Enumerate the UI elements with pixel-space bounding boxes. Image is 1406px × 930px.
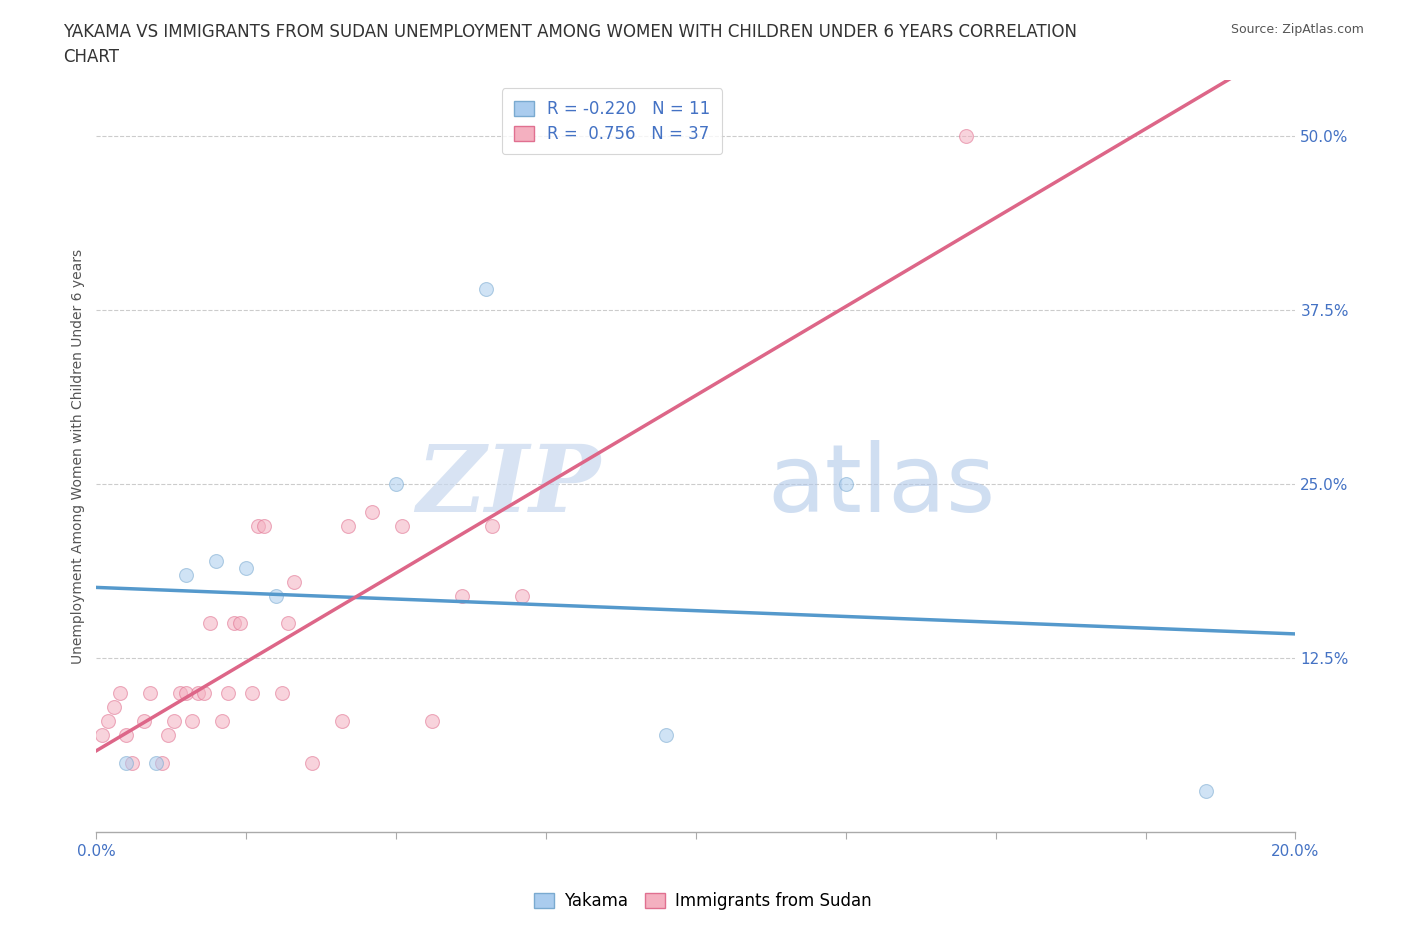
Point [97, 713, 120, 728]
Point [283, 574, 305, 589]
Point [253, 518, 276, 533]
Point [163, 713, 186, 728]
Point [115, 727, 138, 742]
Text: Source: ZipAtlas.com: Source: ZipAtlas.com [1230, 23, 1364, 36]
Point [955, 128, 977, 143]
Point [277, 616, 299, 631]
Point [301, 755, 323, 770]
Point [475, 282, 498, 297]
Text: atlas: atlas [768, 440, 995, 532]
Point [200, 616, 222, 631]
Point [655, 727, 678, 742]
Point [91, 727, 114, 742]
Point [240, 685, 263, 700]
Point [420, 713, 443, 728]
Point [174, 685, 197, 700]
Text: ZIP: ZIP [416, 442, 600, 531]
Point [193, 685, 215, 700]
Point [224, 616, 246, 631]
Point [835, 477, 858, 492]
Point [187, 685, 209, 700]
Point [217, 685, 239, 700]
Point [391, 518, 413, 533]
Point [481, 518, 503, 533]
Point [385, 477, 408, 492]
Point [157, 727, 180, 742]
Point [103, 699, 125, 714]
Text: CHART: CHART [63, 48, 120, 66]
Point [174, 567, 197, 582]
Point [229, 616, 252, 631]
Point [271, 685, 294, 700]
Point [139, 685, 162, 700]
Text: YAKAMA VS IMMIGRANTS FROM SUDAN UNEMPLOYMENT AMONG WOMEN WITH CHILDREN UNDER 6 Y: YAKAMA VS IMMIGRANTS FROM SUDAN UNEMPLOY… [63, 23, 1077, 41]
Point [169, 685, 191, 700]
Y-axis label: Unemployment Among Women with Children Under 6 years: Unemployment Among Women with Children U… [72, 248, 86, 664]
Point [121, 755, 143, 770]
Point [115, 755, 138, 770]
Legend: R = -0.220   N = 11, R =  0.756   N = 37: R = -0.220 N = 11, R = 0.756 N = 37 [502, 88, 721, 154]
Point [150, 755, 173, 770]
Point [451, 588, 474, 603]
Point [235, 560, 257, 575]
Point [1194, 783, 1216, 798]
Point [510, 588, 533, 603]
Point [134, 713, 156, 728]
Point [205, 553, 228, 568]
Point [247, 518, 270, 533]
Point [337, 518, 360, 533]
Point [211, 713, 233, 728]
Legend: Yakama, Immigrants from Sudan: Yakama, Immigrants from Sudan [527, 885, 879, 917]
Point [264, 588, 287, 603]
Point [330, 713, 353, 728]
Point [145, 755, 167, 770]
Point [110, 685, 132, 700]
Point [361, 505, 384, 520]
Point [181, 713, 204, 728]
